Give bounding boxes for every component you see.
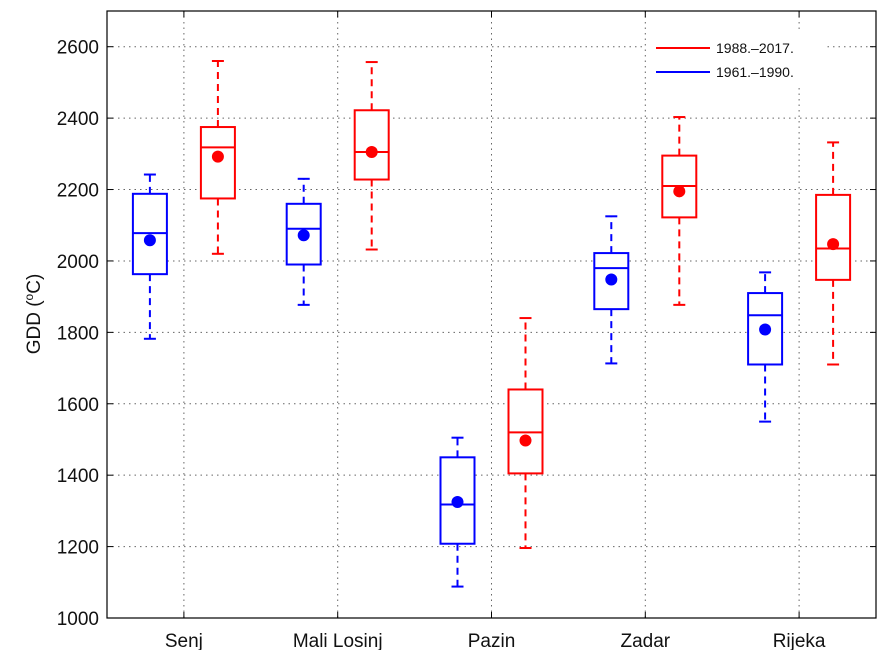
x-tick-label: Mali Losinj	[293, 631, 383, 650]
x-tick-label: Rijeka	[773, 631, 826, 650]
y-axis-title: GDD (oC)	[22, 274, 45, 355]
legend-label-1961-1990: 1961.–1990.	[716, 64, 794, 80]
box-plot-series-1961-1990	[131, 173, 168, 340]
mean-point	[297, 229, 310, 242]
y-tick-label: 2400	[57, 109, 99, 130]
y-tick-label: 1400	[57, 466, 99, 487]
mean-point	[365, 146, 378, 159]
mean-point	[605, 273, 618, 286]
y-tick-label: 1200	[57, 538, 99, 559]
grid	[107, 11, 876, 618]
box-plot-series-1961-1990	[747, 271, 784, 423]
plot-frame	[106, 10, 877, 619]
legend-box	[646, 33, 826, 85]
box-plot-series-1988-2017	[353, 61, 390, 251]
x-tick-label: Zadar	[620, 631, 670, 650]
y-tick-label: 1000	[57, 609, 99, 630]
y-tick-label: 2200	[57, 181, 99, 202]
box-plot-series-1988-2017	[661, 116, 698, 306]
x-tick-label: Pazin	[468, 631, 516, 650]
interquartile-box	[199, 126, 236, 200]
y-tick-label: 2000	[57, 252, 99, 273]
interquartile-box	[747, 292, 784, 366]
x-tick-labels: Senj Mali Losinj Pazin Zadar Rijeka	[165, 631, 826, 652]
mean-point	[451, 495, 464, 508]
mean-point	[143, 234, 156, 247]
boxes	[131, 59, 852, 588]
mean-point	[673, 185, 686, 198]
y-axis-title-unit: C)	[24, 274, 45, 294]
mean-point	[519, 434, 532, 447]
x-tick-label: Senj	[165, 631, 203, 650]
box-plot-series-1988-2017	[199, 59, 236, 255]
box-plot-series-1988-2017	[507, 317, 544, 550]
y-tick-labels: 1000 1200 1400 1600 1800 2000 2200 2400 2600	[57, 38, 99, 630]
y-tick-label: 1800	[57, 323, 99, 344]
box-plot-series-1961-1990	[593, 215, 630, 365]
mean-point	[211, 150, 224, 163]
legend-label-1988-2017: 1988.–2017.	[716, 40, 794, 56]
y-axis-title-main: GDD (	[24, 300, 45, 355]
mean-point	[827, 238, 840, 251]
box-plot-series-1961-1990	[285, 177, 322, 306]
legend: 1988.–2017. 1961.–1990.	[646, 33, 826, 85]
mean-point	[759, 323, 772, 336]
interquartile-box	[815, 193, 852, 281]
interquartile-box	[353, 109, 390, 181]
box-plot-series-1961-1990	[439, 436, 476, 588]
box-plot-series-1988-2017	[815, 141, 852, 366]
y-tick-label: 1600	[57, 395, 99, 416]
y-axis-title-superscript: o	[22, 293, 36, 300]
y-tick-label: 2600	[57, 38, 99, 59]
